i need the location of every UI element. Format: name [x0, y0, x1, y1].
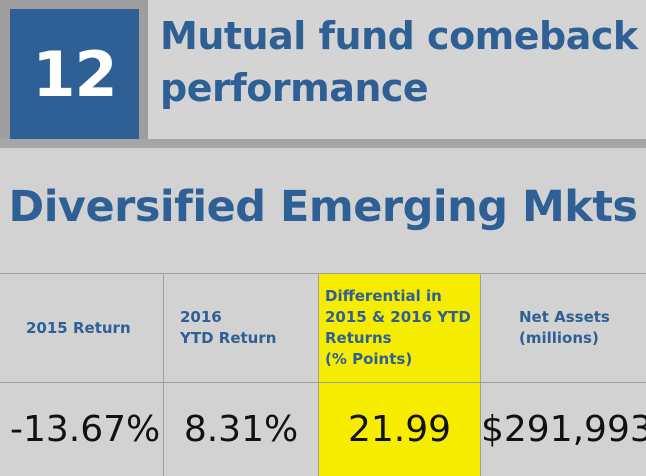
header-banner: 12 Mutual fund comeback performance	[0, 0, 646, 148]
column-2015-return: 2015 Return -13.67%	[0, 274, 164, 476]
rank-badge-inner: 12	[10, 9, 139, 139]
column-value: $291,993	[481, 409, 646, 450]
column-header: 2016 YTD Return	[164, 274, 318, 383]
category-heading: Diversified Emerging Mkts	[8, 182, 639, 232]
rank-badge: 12	[0, 0, 148, 139]
column-header: Differential in 2015 & 2016 YTD Returns …	[319, 274, 480, 383]
rank-number: 12	[32, 37, 117, 111]
stats-table: 2015 Return -13.67% 2016 YTD Return 8.31…	[0, 273, 646, 476]
column-value: 21.99	[347, 409, 452, 450]
column-2016-ytd-return: 2016 YTD Return 8.31%	[164, 274, 319, 476]
column-net-assets: Net Assets (millions) $291,993	[481, 274, 646, 476]
page-title: Mutual fund comeback performance	[160, 14, 638, 110]
column-value: 8.31%	[183, 409, 299, 450]
column-header: 2015 Return	[0, 274, 163, 383]
column-value: -13.67%	[10, 409, 161, 450]
column-differential: Differential in 2015 & 2016 YTD Returns …	[319, 274, 481, 476]
column-header: Net Assets (millions)	[481, 274, 646, 383]
